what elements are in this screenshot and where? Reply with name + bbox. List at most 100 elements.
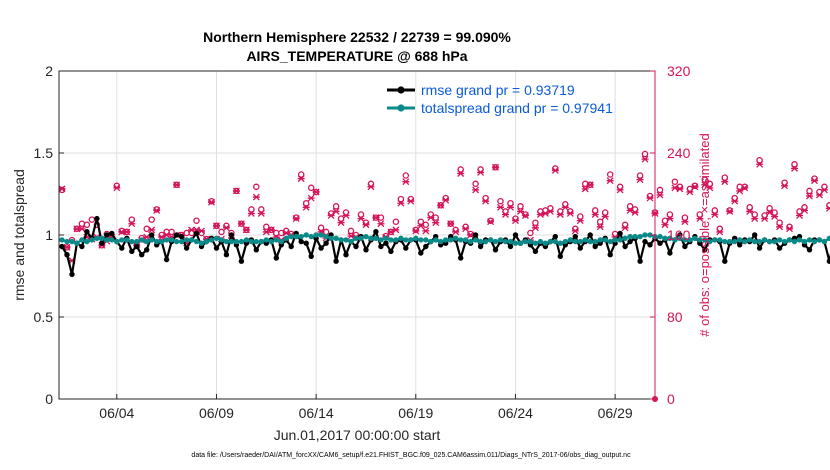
x-tick-label: 06/14 — [299, 405, 334, 421]
totalspread-point — [114, 238, 120, 245]
obs-possible-point — [766, 205, 773, 212]
obs-possible-point — [88, 216, 96, 223]
obs-assimilated-point — [148, 226, 156, 234]
obs-possible-point — [517, 203, 524, 210]
obs-possible-point — [307, 184, 315, 192]
obs-assimilated-point — [656, 191, 664, 199]
totalspread-point — [144, 238, 150, 245]
totalspread-point — [273, 237, 279, 243]
obs-possible-point — [721, 174, 729, 181]
obs-assimilated-point — [342, 212, 350, 219]
totalspread-point — [677, 235, 683, 241]
rmse-point — [492, 247, 499, 253]
obs-assimilated-point — [666, 215, 674, 223]
obs-assimilated-point — [721, 178, 729, 186]
obs-assimilated-point — [805, 192, 813, 200]
totalspread-point — [562, 238, 568, 245]
rmse-point — [228, 232, 235, 238]
rmse-point — [682, 243, 688, 250]
obs-possible-point — [656, 186, 664, 194]
rmse-point — [552, 233, 558, 240]
rmse-point — [752, 232, 758, 238]
rmse-point — [512, 232, 519, 238]
obs-possible-point — [806, 187, 813, 195]
obs-assimilated-point — [207, 198, 215, 206]
x-tick-label: 06/19 — [398, 405, 433, 421]
obs-assimilated-point — [392, 226, 400, 234]
obs-possible-point — [746, 204, 753, 211]
obs-assimilated-point — [786, 225, 794, 233]
obs-assimilated-point — [252, 193, 260, 201]
obs-assimilated-point — [502, 211, 510, 218]
obs-assimilated-point — [292, 215, 300, 223]
rmse-point — [323, 240, 329, 246]
obs-possible-point — [302, 199, 310, 207]
totalspread-point — [702, 237, 708, 243]
totalspread-point — [622, 235, 628, 241]
x-axis: 06/04 06/09 06/14 06/19 06/24 06/29 — [99, 394, 633, 421]
totalspread-point — [786, 237, 793, 243]
rmse-point — [99, 240, 105, 246]
totalspread-point — [328, 235, 334, 241]
obs-possible-point — [711, 207, 719, 214]
obs-assimilated-point — [566, 210, 574, 217]
totalspread-point — [373, 235, 379, 241]
rmse-point — [144, 247, 150, 253]
obs-assimilated-point — [536, 211, 544, 218]
totalspread-point — [293, 233, 299, 240]
x-tick-label: 06/29 — [598, 405, 633, 421]
totalspread-point — [343, 237, 349, 243]
obs-possible-point — [397, 195, 405, 203]
y-tick-right-label: 80 — [667, 309, 683, 325]
obs-assimilated-point — [751, 215, 759, 223]
totalspread-point — [84, 238, 90, 245]
totalspread-point — [188, 237, 195, 243]
rmse-point — [667, 250, 673, 256]
obs-assimilated-point — [746, 207, 754, 215]
totalspread-point — [433, 237, 439, 243]
totalspread-point — [801, 238, 808, 245]
totalspread-point — [517, 240, 524, 246]
obs-assimilated-point — [531, 224, 539, 232]
totalspread-point — [149, 237, 155, 243]
rmse-point — [119, 245, 125, 251]
totalspread-point — [173, 238, 180, 245]
y-tick-left-label: 2 — [45, 63, 53, 79]
rmse-point — [298, 238, 304, 245]
totalspread-point — [532, 240, 539, 246]
obs-assimilated-point — [556, 211, 564, 218]
totalspread-point — [413, 235, 419, 241]
obs-assimilated-point — [521, 212, 529, 219]
obs-assimilated-point — [257, 210, 265, 217]
obs-assimilated-point — [686, 188, 694, 196]
rmse-point — [134, 243, 140, 250]
obs-assimilated-point — [561, 203, 569, 211]
obs-assimilated-point — [347, 232, 355, 240]
footnote: data file: /Users/raeder/DAI/ATM_forcXX/… — [191, 452, 631, 459]
totalspread-point — [687, 237, 693, 243]
totalspread-point — [353, 235, 359, 241]
rmse-point — [308, 253, 314, 259]
totalspread-point — [582, 237, 588, 243]
totalspread-point — [607, 238, 613, 245]
obs-possible-point — [208, 197, 215, 205]
totalspread-point — [487, 237, 494, 243]
y-tick-right-label: 240 — [667, 145, 691, 161]
totalspread-point — [462, 237, 469, 243]
totalspread-point — [238, 238, 245, 245]
totalspread-point — [119, 237, 125, 243]
totalspread-point — [522, 238, 529, 245]
rmse-point — [737, 242, 743, 248]
obs-possible-point — [457, 166, 464, 173]
obs-possible-point — [776, 219, 783, 226]
obs-assimilated-point — [716, 228, 724, 236]
totalspread-point — [771, 238, 778, 245]
totalspread-point — [732, 238, 738, 245]
totalspread-point — [632, 233, 638, 240]
obs-possible-point — [591, 207, 599, 214]
obs-possible-point — [332, 203, 340, 210]
chart-title-line2: AIRS_TEMPERATURE @ 688 hPa — [246, 48, 467, 64]
rmse-point — [363, 247, 369, 253]
totalspread-point — [507, 238, 514, 245]
